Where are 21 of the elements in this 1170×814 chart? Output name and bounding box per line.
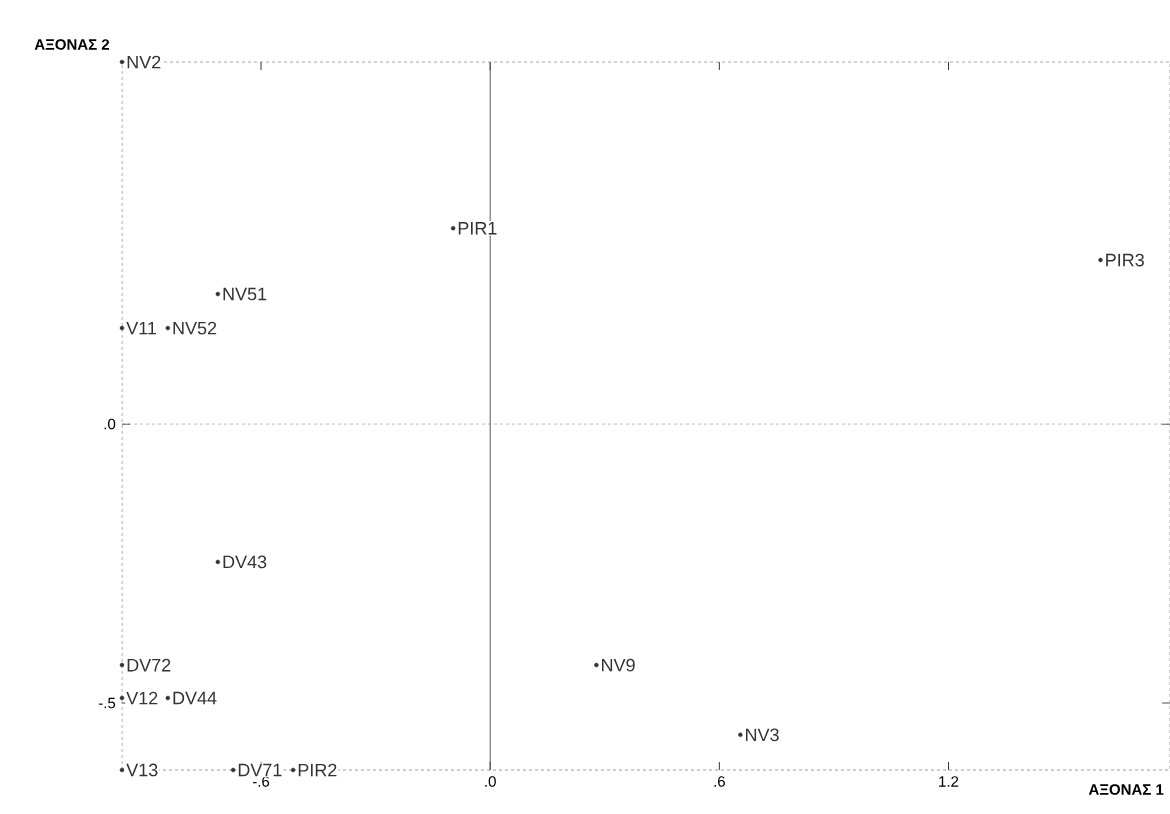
y-axis-title: ΑΞΟΝΑΣ 2 <box>34 39 110 50</box>
x-tick-label: .0 <box>485 776 496 787</box>
data-label: PIR3 <box>1106 253 1144 267</box>
data-label: NV52 <box>173 321 217 335</box>
x-tick-label: 1.2 <box>939 776 959 787</box>
x-axis-title: ΑΞΟΝΑΣ 1 <box>1088 784 1164 795</box>
data-label: V11 <box>126 321 157 335</box>
data-label: NV9 <box>602 658 635 672</box>
data-label: V12 <box>126 691 158 705</box>
data-label: PIR2 <box>298 763 337 777</box>
data-label: DV72 <box>127 658 171 672</box>
data-label: DV43 <box>223 555 267 569</box>
data-label: NV51 <box>223 287 267 301</box>
data-label: V13 <box>126 763 158 777</box>
x-tick-label: .6 <box>714 776 725 787</box>
data-label: DV71 <box>238 763 282 777</box>
data-label: DV44 <box>173 691 217 705</box>
y-tick-label: -.5 <box>98 697 116 709</box>
data-label: NV3 <box>746 728 779 742</box>
data-label: PIR1 <box>458 222 497 235</box>
data-label: NV2 <box>127 55 161 69</box>
